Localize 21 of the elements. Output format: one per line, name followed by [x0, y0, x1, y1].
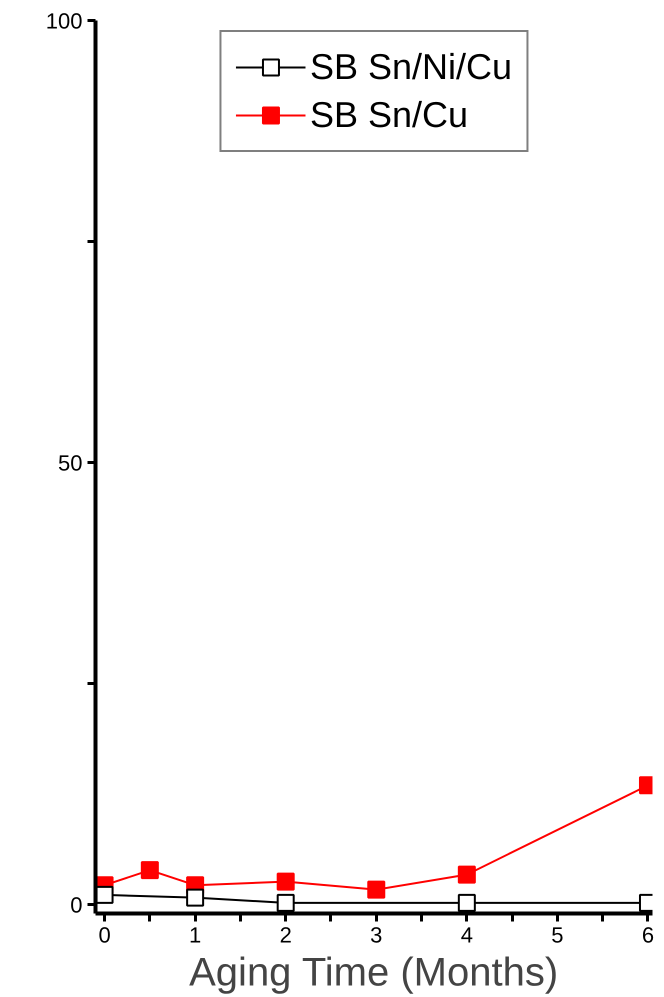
- x-tick-label: 1: [189, 922, 202, 948]
- legend-label: SB Sn/Ni/Cu: [310, 46, 512, 88]
- x-tick-label: 0: [98, 922, 111, 948]
- point: [96, 886, 114, 904]
- x-tick-label: 4: [460, 922, 473, 948]
- point: [186, 888, 204, 907]
- point: [140, 861, 159, 880]
- point: [276, 894, 295, 912]
- x-tick-label: 6: [642, 922, 654, 948]
- point: [367, 880, 386, 899]
- x-tick-label: 3: [370, 922, 382, 948]
- y-tick-label: 0: [70, 892, 83, 918]
- point: [458, 866, 476, 884]
- x-axis-title: Aging Time (Months): [189, 950, 558, 994]
- legend-label: SB Sn/Cu: [310, 94, 468, 136]
- point: [276, 872, 295, 891]
- x-tick-label: 2: [280, 922, 292, 948]
- point: [458, 894, 476, 912]
- x-tick-label: 5: [551, 922, 564, 948]
- y-tick-label: 50: [58, 450, 83, 476]
- y-tick-label: 100: [46, 8, 83, 34]
